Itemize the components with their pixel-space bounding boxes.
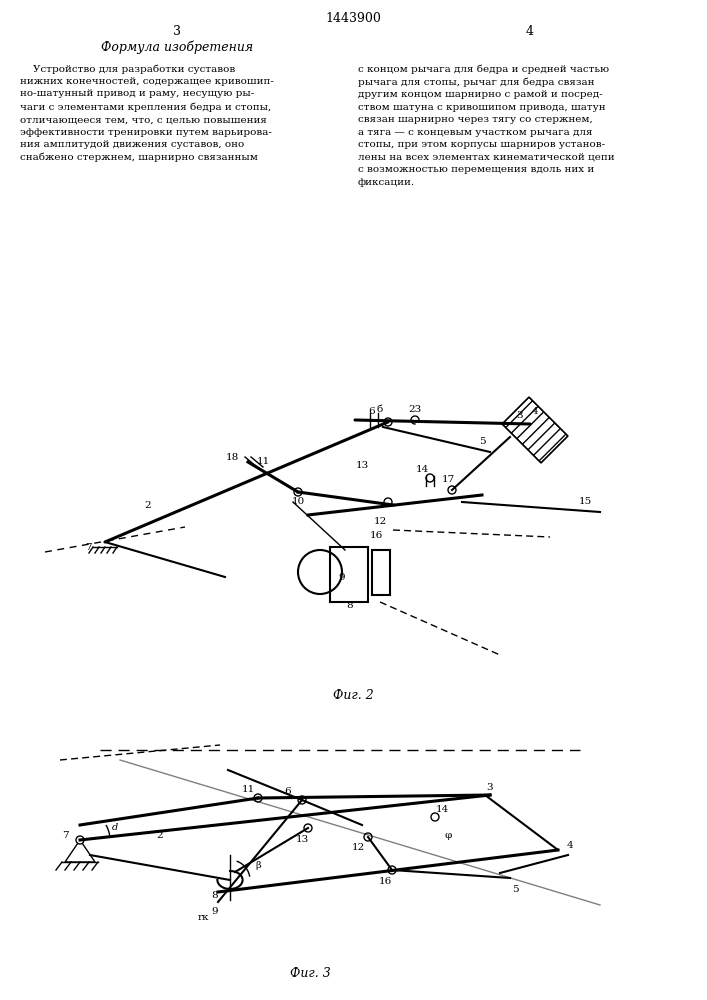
Text: Фиг. 3: Фиг. 3 xyxy=(290,967,330,980)
Text: 2: 2 xyxy=(157,830,163,840)
Text: 16: 16 xyxy=(369,530,382,540)
Text: 18: 18 xyxy=(226,454,239,462)
Text: 12: 12 xyxy=(351,844,365,852)
Bar xyxy=(372,550,390,595)
Circle shape xyxy=(294,488,302,496)
Text: 14: 14 xyxy=(416,464,428,474)
Text: 14: 14 xyxy=(436,806,449,814)
Circle shape xyxy=(384,498,392,506)
Text: 12: 12 xyxy=(373,518,387,526)
Text: 3: 3 xyxy=(486,784,493,792)
Bar xyxy=(330,547,368,602)
Text: 23: 23 xyxy=(409,406,421,414)
Text: Формула изобретения: Формула изобретения xyxy=(101,40,253,53)
Text: 15: 15 xyxy=(578,497,592,506)
Circle shape xyxy=(431,813,439,821)
Text: 5: 5 xyxy=(479,438,485,446)
Text: 9: 9 xyxy=(211,908,218,916)
Text: 8: 8 xyxy=(346,600,354,609)
Text: 1443900: 1443900 xyxy=(325,12,381,25)
Text: 5: 5 xyxy=(512,886,518,894)
Text: 6: 6 xyxy=(368,408,375,416)
Text: 16: 16 xyxy=(378,878,392,886)
Text: d: d xyxy=(112,823,118,832)
Text: 7: 7 xyxy=(85,544,91,552)
Circle shape xyxy=(388,866,396,874)
Text: 4: 4 xyxy=(526,25,534,38)
Text: 3: 3 xyxy=(517,410,523,420)
Circle shape xyxy=(426,474,434,482)
Text: б: б xyxy=(377,406,383,414)
Text: rк: rк xyxy=(198,913,209,922)
Text: с концом рычага для бедра и средней частью
рычага для стопы, рычаг для бедра свя: с концом рычага для бедра и средней част… xyxy=(358,64,614,187)
Text: φ: φ xyxy=(444,830,452,840)
Text: 10: 10 xyxy=(291,497,305,506)
Text: 17: 17 xyxy=(441,476,455,485)
Text: β: β xyxy=(255,861,261,870)
Text: 8: 8 xyxy=(211,890,218,900)
Text: 11: 11 xyxy=(241,786,255,794)
Text: 2: 2 xyxy=(145,500,151,510)
Polygon shape xyxy=(502,397,568,463)
Text: 13: 13 xyxy=(296,836,309,844)
Text: Фиг. 2: Фиг. 2 xyxy=(332,689,373,702)
Text: 4: 4 xyxy=(532,408,538,416)
Text: 11: 11 xyxy=(257,458,269,466)
Text: Устройство для разработки суставов
нижних конечностей, содержащее кривошип-
но-ш: Устройство для разработки суставов нижни… xyxy=(20,64,274,162)
Text: 13: 13 xyxy=(356,462,368,471)
Text: 3: 3 xyxy=(173,25,181,38)
Circle shape xyxy=(76,836,84,844)
Text: 4: 4 xyxy=(567,840,573,850)
Text: 6: 6 xyxy=(285,788,291,796)
Text: 7: 7 xyxy=(62,830,69,840)
Circle shape xyxy=(364,833,372,841)
Circle shape xyxy=(298,796,306,804)
Circle shape xyxy=(384,418,392,426)
Circle shape xyxy=(254,794,262,802)
Text: 9: 9 xyxy=(339,574,345,582)
Circle shape xyxy=(304,824,312,832)
Circle shape xyxy=(448,486,456,494)
